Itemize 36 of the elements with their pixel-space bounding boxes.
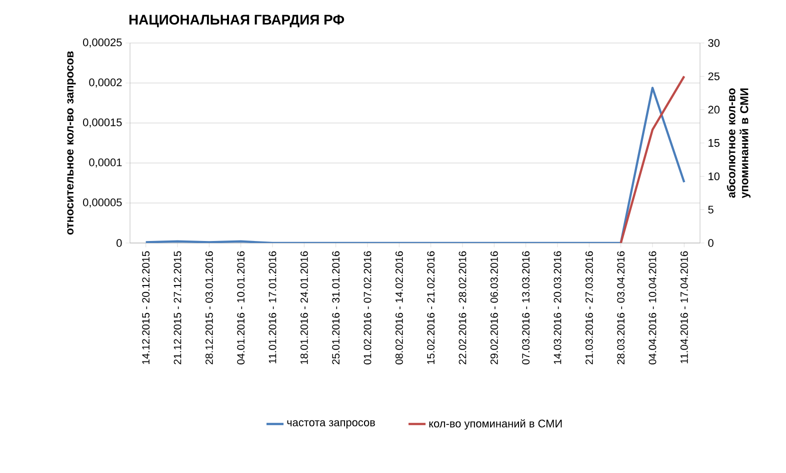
y-tick-label: 0,00005 <box>83 198 122 208</box>
y2-tick-label: 5 <box>708 206 714 214</box>
y2-tick-label: 20 <box>708 106 720 114</box>
y-tick-label: 0 <box>116 239 122 247</box>
legend-label: частота запросов <box>287 420 375 428</box>
x-tick-label: 21.03.2016 - 27.03.2016 <box>585 251 593 364</box>
x-tick-label: 15.02.2016 - 21.02.2016 <box>427 251 435 364</box>
y-tick-label: 0,00025 <box>83 38 122 48</box>
x-tick-label: 11.04.2016 - 17.04.2016 <box>680 251 688 364</box>
x-tick-label: 21.12.2015 - 27.12.2015 <box>174 251 182 364</box>
legend-label: кол-во упоминаний в СМИ <box>429 419 562 430</box>
x-tick-label: 22.02.2016 - 28.02.2016 <box>458 251 466 364</box>
y-tick-label: 0,0001 <box>89 158 122 168</box>
y-tick-label: 0,0002 <box>89 78 122 88</box>
x-tick-label: 07.03.2016 - 13.03.2016 <box>522 251 530 364</box>
x-tick-label: 29.02.2016 - 06.03.2016 <box>490 251 498 364</box>
x-tick-label: 08.02.2016 - 14.02.2016 <box>395 251 403 364</box>
x-tick-label: 01.02.2016 - 07.02.2016 <box>364 251 372 364</box>
y2-tick-label: 15 <box>708 139 720 147</box>
y-axis-title: относительное кол-во запросов <box>67 51 76 235</box>
x-tick-label: 28.03.2016 - 03.04.2016 <box>617 251 625 364</box>
x-tick-label: 18.01.2016 - 24.01.2016 <box>300 251 308 364</box>
x-tick-label: 28.12.2015 - 03.01.2016 <box>205 251 213 364</box>
x-tick-label: 14.03.2016 - 20.03.2016 <box>554 251 562 364</box>
chart-title: НАЦИОНАЛЬНАЯ ГВАРДИЯ РФ <box>129 14 344 28</box>
x-tick-label: 04.04.2016 - 10.04.2016 <box>648 251 656 364</box>
x-tick-label: 25.01.2016 - 31.01.2016 <box>332 251 340 364</box>
y2-tick-label: 25 <box>708 72 720 80</box>
y2-axis-title: абсолютное кол-во упоминаний в СМИ <box>726 88 751 198</box>
y2-tick-label: 10 <box>708 172 720 180</box>
x-tick-label: 04.01.2016 - 10.01.2016 <box>237 251 245 364</box>
y2-tick-label: 30 <box>708 39 720 47</box>
x-tick-label: 14.12.2015 - 20.12.2015 <box>142 251 150 364</box>
y2-tick-label: 0 <box>708 239 714 247</box>
x-tick-label: 11.01.2016 - 17.01.2016 <box>268 251 276 364</box>
y-tick-label: 0,00015 <box>83 118 122 128</box>
